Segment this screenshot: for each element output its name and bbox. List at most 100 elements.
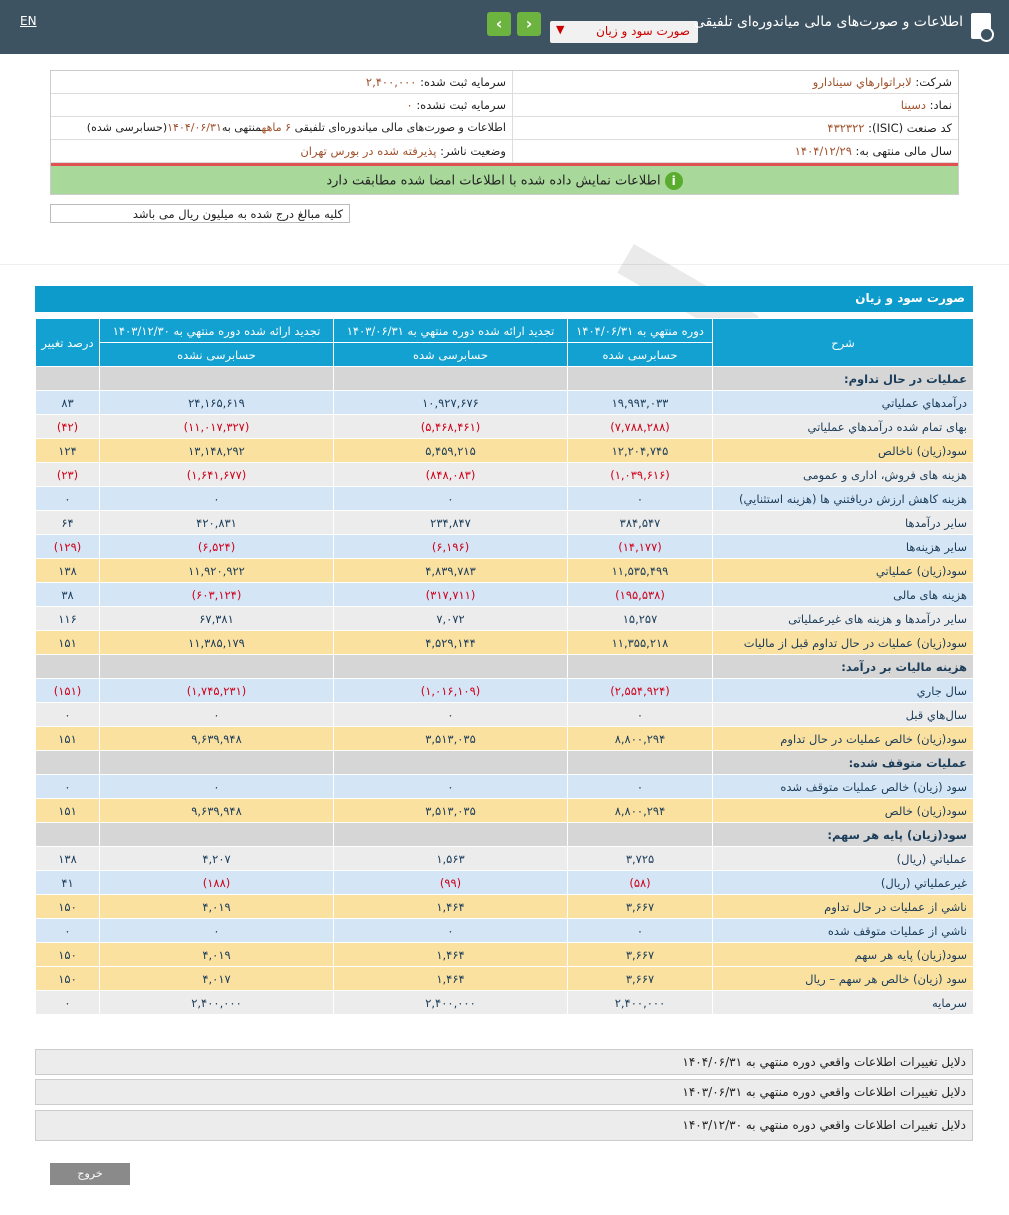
row-label: سود (زيان) خالص هر سهم – ريال bbox=[712, 966, 974, 991]
value-cell: ۳۸۴,۵۴۷ bbox=[567, 510, 713, 535]
value-cell: (۶,۱۹۶) bbox=[333, 534, 568, 559]
row-label: درآمدهاي عملياتي bbox=[712, 390, 974, 415]
table-row: سود(زيان) عملياتي ۱۱,۵۳۵,۴۹۹ ۴,۸۳۹,۷۸۳ ۱۱,۹… bbox=[35, 558, 974, 583]
row-label: سود(زيان) خالص عمليات در حال تداوم bbox=[712, 726, 974, 751]
change-percent-cell: ۱۲۴ bbox=[35, 438, 100, 463]
table-row: هزینه کاهش ارزش دريافتني ها (هزينه استثن… bbox=[35, 486, 974, 511]
change-percent-cell: ۰ bbox=[35, 486, 100, 511]
change-percent-cell: (۴۲) bbox=[35, 414, 100, 439]
change-reason-3[interactable]: دلایل تغییرات اطلاعات واقعي دوره منتهي ب… bbox=[35, 1110, 973, 1141]
value-cell: (۶,۵۲۴) bbox=[99, 534, 334, 559]
value-cell: ۶۷,۳۸۱ bbox=[99, 606, 334, 631]
exit-button[interactable]: خروج bbox=[50, 1163, 130, 1185]
change-percent-cell: ۴۱ bbox=[35, 870, 100, 895]
unit-notice: کلیه مبالغ درج شده به میلیون ریال می باش… bbox=[50, 204, 350, 223]
prev-button[interactable]: ‹ bbox=[487, 12, 511, 36]
change-percent-cell: ۱۵۰ bbox=[35, 942, 100, 967]
row-label: بهای تمام شده درآمدهاي عملياتي bbox=[712, 414, 974, 439]
row-label: سرمایه bbox=[712, 990, 974, 1015]
value-cell: ۱,۴۶۴ bbox=[333, 942, 568, 967]
value-cell: (۱۴,۱۷۷) bbox=[567, 534, 713, 559]
value-cell bbox=[567, 366, 713, 391]
change-percent-cell bbox=[35, 366, 100, 391]
isic-label: کد صنعت (ISIC): bbox=[868, 121, 952, 135]
value-cell bbox=[567, 654, 713, 679]
value-cell bbox=[333, 750, 568, 775]
change-percent-cell: (۱۲۹) bbox=[35, 534, 100, 559]
value-cell: ۸,۸۰۰,۲۹۴ bbox=[567, 798, 713, 823]
value-cell: ۹,۶۳۹,۹۴۸ bbox=[99, 798, 334, 823]
top-bar: EN ‹ › صورت سود و زیان ▼ اطلاعات و صورت‌ه… bbox=[0, 0, 1009, 54]
match-notice: iاطلاعات نمایش داده شده با اطلاعات امضا … bbox=[51, 166, 958, 194]
report-desc-mid: منتهی به bbox=[221, 121, 262, 134]
value-cell: ۳,۶۶۷ bbox=[567, 942, 713, 967]
value-cell: (۱۱,۰۱۷,۳۲۷) bbox=[99, 414, 334, 439]
table-row: سایر هزینه‌ها (۱۴,۱۷۷) (۶,۱۹۶) (۶,۵۲۴) (۱۲۹) bbox=[35, 534, 974, 559]
page-title: اطلاعات و صورت‌های مالی میاندوره‌ای تلفی… bbox=[693, 14, 963, 30]
change-percent-cell: ۶۴ bbox=[35, 510, 100, 535]
chevron-down-icon: ▼ bbox=[556, 23, 565, 36]
divider bbox=[51, 163, 958, 166]
row-label: هزینه های مالی bbox=[712, 582, 974, 607]
subheader-3: حسابرسی نشده bbox=[99, 342, 334, 367]
row-label: هزینه مالیات بر درآمد: bbox=[712, 654, 974, 679]
value-cell: ۸,۸۰۰,۲۹۴ bbox=[567, 726, 713, 751]
value-cell: ۰ bbox=[567, 918, 713, 943]
value-cell: ۱۵,۲۵۷ bbox=[567, 606, 713, 631]
value-cell: ۴۲۰,۸۳۱ bbox=[99, 510, 334, 535]
header-period-3: تجدید ارائه شده دوره منتهي به ۱۴۰۳/۱۲/۳۰ bbox=[99, 318, 334, 343]
value-cell: ۰ bbox=[99, 486, 334, 511]
value-cell: (۶۰۳,۱۲۴) bbox=[99, 582, 334, 607]
value-cell: ۰ bbox=[99, 918, 334, 943]
section-row: هزینه مالیات بر درآمد: bbox=[35, 654, 974, 679]
value-cell: ۱۱,۹۲۰,۹۲۲ bbox=[99, 558, 334, 583]
change-percent-cell: ۰ bbox=[35, 990, 100, 1015]
value-cell: (۵,۴۶۸,۴۶۱) bbox=[333, 414, 568, 439]
report-date: ۱۴۰۴/۰۶/۳۱ bbox=[167, 121, 222, 134]
capital-label: سرمایه ثبت شده: bbox=[420, 75, 506, 89]
change-percent-cell: ۳۸ bbox=[35, 582, 100, 607]
fiscal-label: سال مالی منتهی به: bbox=[855, 144, 952, 158]
value-cell: ۲,۴۰۰,۰۰۰ bbox=[567, 990, 713, 1015]
language-toggle[interactable]: EN bbox=[20, 14, 37, 28]
value-cell: ۳,۵۱۳,۰۳۵ bbox=[333, 798, 568, 823]
table-row: هزینه های فروش، اداری و عمومی (۱,۰۳۹,۶۱۶)… bbox=[35, 462, 974, 487]
report-select[interactable]: صورت سود و زیان ▼ bbox=[550, 21, 698, 43]
subheader-1: حسابرسی شده bbox=[567, 342, 713, 367]
value-cell: ۲,۴۰۰,۰۰۰ bbox=[99, 990, 334, 1015]
value-cell: ۲۴,۱۶۵,۶۱۹ bbox=[99, 390, 334, 415]
change-percent-cell: ۰ bbox=[35, 918, 100, 943]
section-row: عملیات در حال تداوم: bbox=[35, 366, 974, 391]
value-cell: (۵۸) bbox=[567, 870, 713, 895]
value-cell: ۱,۴۶۴ bbox=[333, 966, 568, 991]
row-label: سود(زيان) عمليات در حال تداوم قبل از مال… bbox=[712, 630, 974, 655]
value-cell: ۵,۴۵۹,۲۱۵ bbox=[333, 438, 568, 463]
divider bbox=[0, 264, 1009, 265]
change-reason-1[interactable]: دلایل تغییرات اطلاعات واقعي دوره منتهي ب… bbox=[35, 1049, 973, 1075]
next-button[interactable]: › bbox=[517, 12, 541, 36]
value-cell: (۱,۶۴۱,۶۷۷) bbox=[99, 462, 334, 487]
change-percent-cell bbox=[35, 750, 100, 775]
value-cell: ۴,۲۰۷ bbox=[99, 846, 334, 871]
report-status: (حسابرسی شده) bbox=[86, 121, 168, 134]
change-percent-cell: ۱۵۰ bbox=[35, 966, 100, 991]
value-cell: ۳,۶۶۷ bbox=[567, 894, 713, 919]
value-cell: ۰ bbox=[99, 774, 334, 799]
table-row: سال جاري (۲,۵۵۴,۹۲۴) (۱,۰۱۶,۱۰۹) (۱,۷۴۵,۲۳۱… bbox=[35, 678, 974, 703]
chevron-right-icon: › bbox=[525, 14, 533, 33]
value-cell: ۴,۰۱۷ bbox=[99, 966, 334, 991]
value-cell: ۴,۰۱۹ bbox=[99, 894, 334, 919]
value-cell: ۱۹,۹۹۳,۰۳۳ bbox=[567, 390, 713, 415]
value-cell: ۱۳,۱۴۸,۲۹۲ bbox=[99, 438, 334, 463]
row-label: سال‌هاي قبل bbox=[712, 702, 974, 727]
symbol-label: نماد: bbox=[929, 98, 952, 112]
value-cell: ۲۳۴,۸۴۷ bbox=[333, 510, 568, 535]
report-desc: اطلاعات و صورت‌های مالی میاندوره‌ای تلفی… bbox=[294, 121, 506, 134]
change-reason-2[interactable]: دلایل تغییرات اطلاعات واقعي دوره منتهي ب… bbox=[35, 1079, 973, 1105]
value-cell bbox=[567, 750, 713, 775]
value-cell: ۹,۶۳۹,۹۴۸ bbox=[99, 726, 334, 751]
table-row: سود(زيان) عمليات در حال تداوم قبل از مال… bbox=[35, 630, 974, 655]
value-cell: ۰ bbox=[567, 486, 713, 511]
value-cell: ۰ bbox=[333, 486, 568, 511]
value-cell: (۱,۰۳۹,۶۱۶) bbox=[567, 462, 713, 487]
